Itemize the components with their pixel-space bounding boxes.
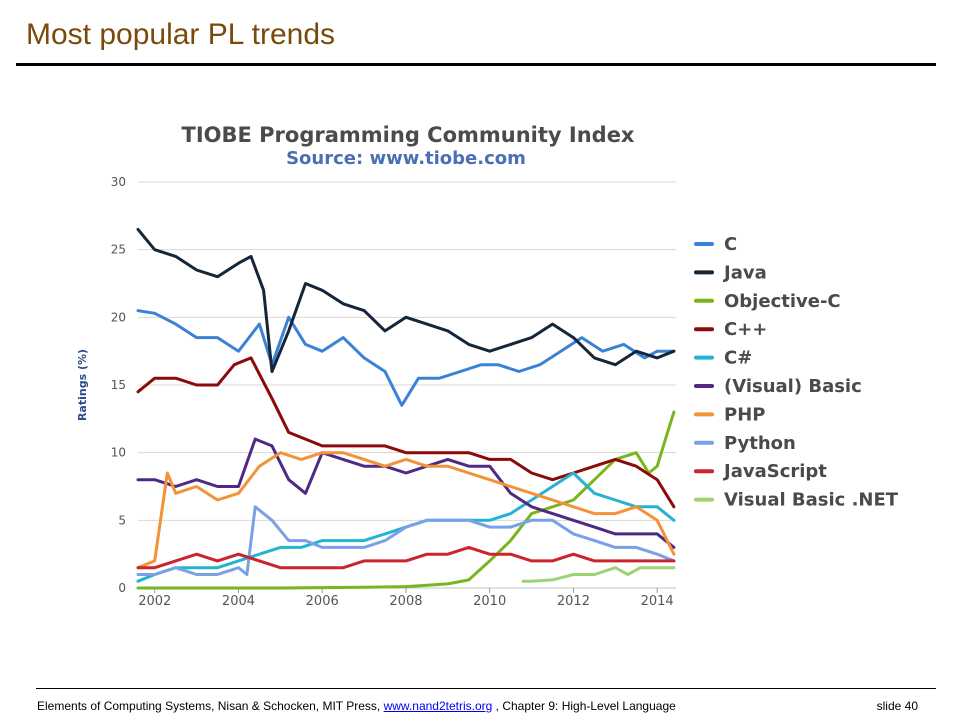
- y-axis-label: Ratings (%): [76, 349, 89, 421]
- series-line: [136, 309, 676, 407]
- series-line: [136, 227, 676, 373]
- legend-label: JavaScript: [722, 461, 827, 482]
- legend-label: Python: [724, 433, 796, 454]
- x-tick-label: 2014: [641, 594, 674, 609]
- slide-number: slide 40: [876, 699, 918, 713]
- legend-label: Visual Basic .NET: [724, 490, 899, 511]
- chart-title: TIOBE Programming Community Index: [182, 123, 635, 147]
- y-tick-label: 0: [118, 581, 126, 595]
- y-tick-label: 10: [111, 446, 126, 460]
- footer: Elements of Computing Systems, Nisan & S…: [37, 699, 676, 713]
- series-line: [136, 545, 676, 570]
- legend-label: C: [724, 234, 737, 255]
- footer-suffix: , Chapter 9: High-Level Language: [495, 699, 676, 713]
- x-tick-label: 2010: [473, 594, 506, 609]
- y-tick-label: 5: [118, 513, 126, 527]
- x-tick-label: 2004: [222, 594, 255, 609]
- legend-label: PHP: [724, 404, 765, 425]
- y-tick-label: 30: [111, 175, 126, 189]
- y-tick-label: 25: [111, 243, 126, 257]
- footer-divider: [36, 688, 936, 689]
- legend-label: C#: [724, 348, 752, 369]
- x-tick-label: 2012: [557, 594, 590, 609]
- series-line: [136, 437, 676, 549]
- series-line: [136, 356, 676, 509]
- legend-label: C++: [724, 319, 767, 340]
- title-divider: [16, 63, 936, 66]
- footer-link[interactable]: www.nand2tetris.org: [383, 699, 493, 713]
- y-tick-label: 15: [111, 378, 126, 392]
- chart-subtitle: Source: www.tiobe.com: [286, 148, 526, 169]
- series-line: [521, 566, 676, 583]
- y-tick-label: 20: [111, 310, 126, 324]
- x-tick-label: 2008: [389, 594, 422, 609]
- footer-prefix: Elements of Computing Systems, Nisan & S…: [37, 699, 381, 713]
- legend-label: (Visual) Basic: [724, 376, 862, 397]
- legend-label: Java: [722, 262, 767, 283]
- series-line: [136, 505, 676, 576]
- series-line: [136, 451, 676, 570]
- x-tick-label: 2006: [306, 594, 339, 609]
- slide-title: Most popular PL trends: [26, 18, 336, 51]
- x-tick-label: 2002: [138, 594, 171, 609]
- legend-label: Objective-C: [724, 291, 841, 312]
- tiobe-chart: TIOBE Programming Community IndexSource:…: [76, 123, 899, 609]
